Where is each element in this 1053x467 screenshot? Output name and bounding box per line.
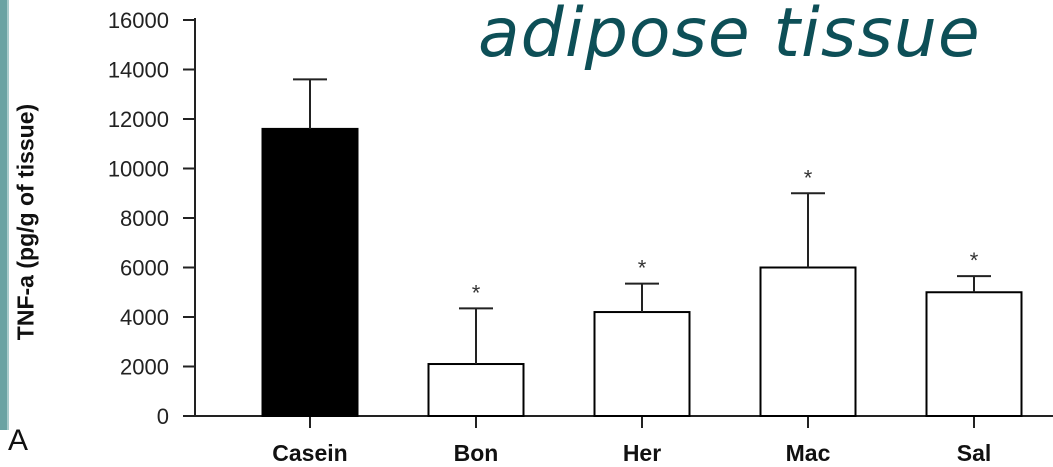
x-tick-label-casein: Casein <box>272 440 347 466</box>
significance-star-bon: * <box>472 280 481 305</box>
bar-bon <box>427 363 525 417</box>
y-tick-label: 4000 <box>120 305 169 330</box>
x-tick-label-her: Her <box>623 440 661 466</box>
slide-frame-accent <box>0 0 7 430</box>
significance-star-mac: * <box>804 165 813 190</box>
significance-star-sal: * <box>970 248 979 273</box>
slide-title: adipose tissue <box>478 0 981 73</box>
bar-casein <box>261 127 359 417</box>
y-tick-label: 6000 <box>120 256 169 281</box>
x-tick-label-mac: Mac <box>786 440 831 466</box>
significance-star-her: * <box>638 256 647 281</box>
bar-mac <box>759 266 857 417</box>
x-tick-label-bon: Bon <box>454 440 499 466</box>
chart-significance-marks: * * * * <box>472 165 979 305</box>
y-tick-label: 12000 <box>108 107 169 132</box>
panel-letter: A <box>8 424 29 457</box>
chart-bars <box>261 127 1023 417</box>
chart-error-bars <box>293 78 991 365</box>
bar-her <box>593 311 691 417</box>
y-tick-label: 10000 <box>108 157 169 182</box>
y-tick-label: 16000 <box>108 8 169 33</box>
y-tick-label: 14000 <box>108 58 169 83</box>
chart-y-tick-labels: 0 2000 4000 6000 8000 10000 12000 14000 16000 <box>108 8 169 429</box>
chart-x-tick-labels: Casein Bon Her Mac Sal <box>272 440 991 466</box>
bar-sal <box>925 291 1023 417</box>
slide-frame-accent-inner <box>7 0 9 430</box>
y-tick-label: 0 <box>157 404 169 429</box>
y-tick-label: 8000 <box>120 206 169 231</box>
x-tick-label-sal: Sal <box>957 440 992 466</box>
y-tick-label: 2000 <box>120 355 169 380</box>
